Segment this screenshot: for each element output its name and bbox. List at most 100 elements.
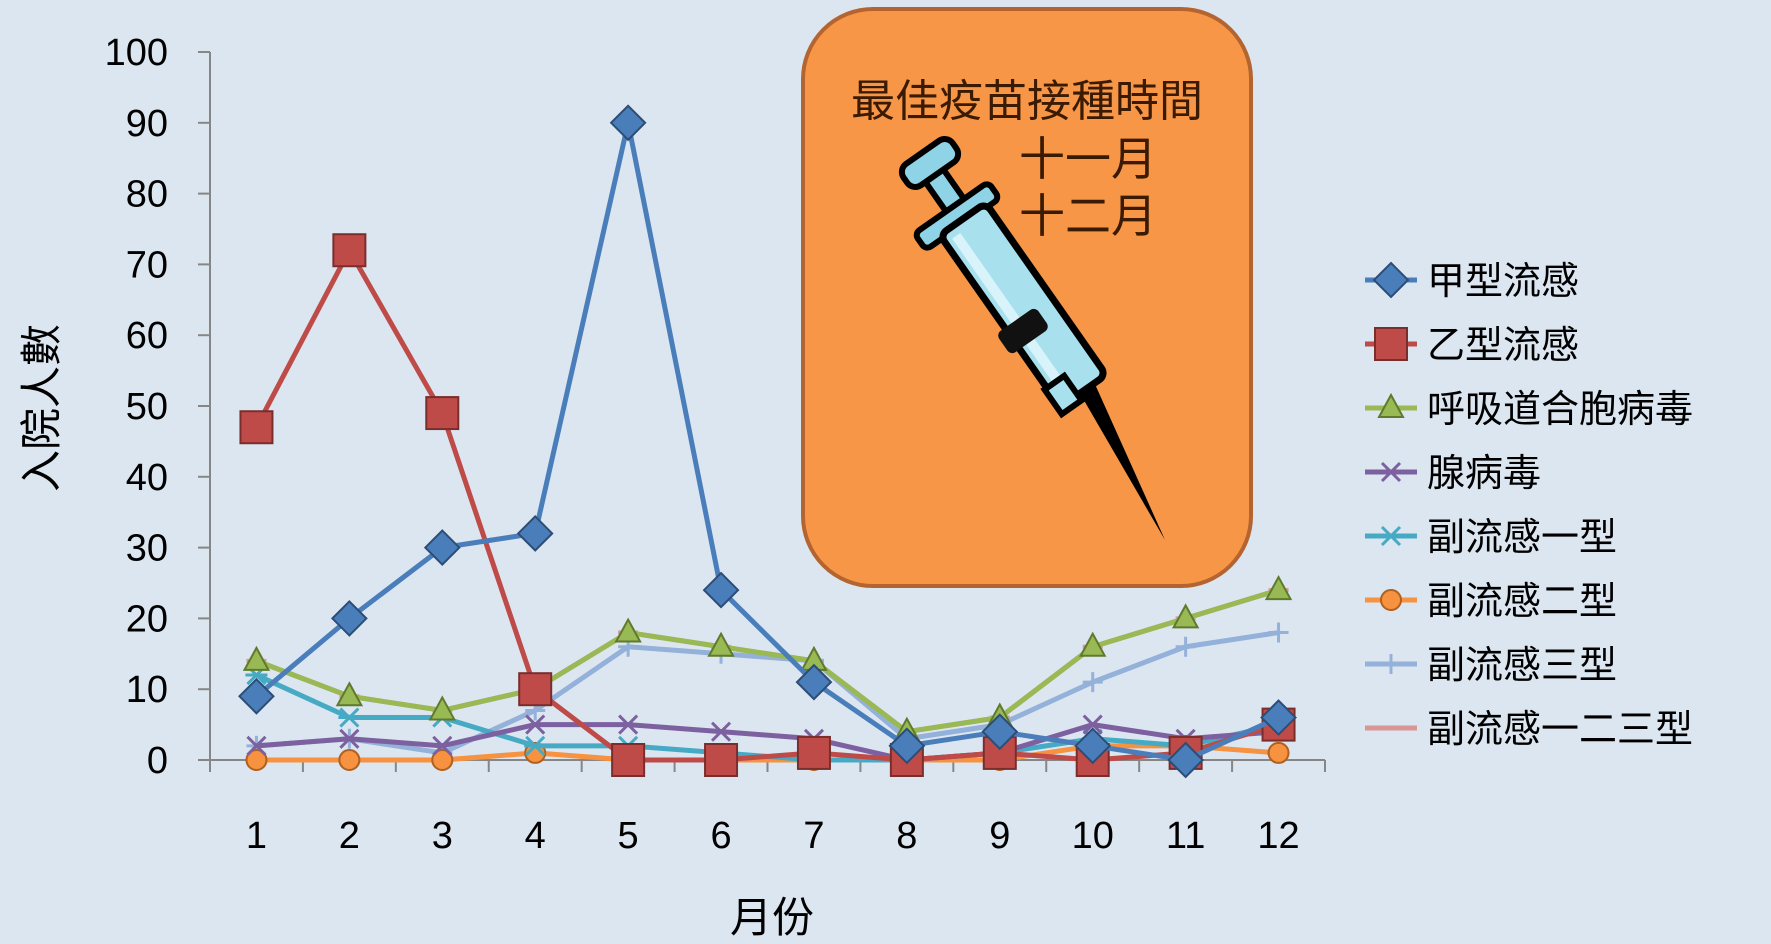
data-point xyxy=(525,714,546,735)
legend-label: 乙型流感 xyxy=(1427,323,1579,367)
legend-item: 副流感三型 xyxy=(1365,643,1617,687)
data-point xyxy=(888,727,926,765)
series-7 xyxy=(246,622,1289,763)
data-point xyxy=(1079,631,1107,657)
legend-item: 副流感一二三型 xyxy=(1365,707,1693,751)
data-point xyxy=(242,645,271,671)
data-point xyxy=(707,631,735,657)
legend-label: 副流感三型 xyxy=(1427,643,1617,687)
series-line xyxy=(256,630,1279,756)
series-line xyxy=(255,587,1280,735)
x-axis-title: 月份 xyxy=(730,893,814,942)
data-point xyxy=(618,714,639,735)
data-point xyxy=(1167,741,1205,779)
series-8 xyxy=(246,587,1289,735)
data-point xyxy=(614,617,642,643)
data-point xyxy=(1171,603,1200,629)
y-tick-label: 100 xyxy=(105,32,168,74)
data-point xyxy=(245,749,268,771)
x-tick-label: 4 xyxy=(525,815,546,857)
y-tick-label: 80 xyxy=(126,174,168,216)
data-point xyxy=(1268,622,1289,643)
data-point xyxy=(423,529,461,567)
data-point xyxy=(246,735,267,756)
legend-marker xyxy=(1372,261,1410,299)
data-point xyxy=(1267,741,1290,764)
series-1 xyxy=(238,104,1297,779)
y-tick-label: 70 xyxy=(126,244,168,286)
legend-marker xyxy=(1377,392,1405,418)
data-point xyxy=(609,104,647,142)
data-point xyxy=(795,663,833,701)
legend-item: 副流感二型 xyxy=(1365,579,1617,623)
data-point xyxy=(1074,727,1112,765)
legend-item: 副流感一型 xyxy=(1365,515,1617,559)
data-point xyxy=(238,677,275,715)
legend-item: 甲型流感 xyxy=(1365,259,1579,303)
data-point xyxy=(338,749,361,771)
data-point xyxy=(335,681,364,707)
y-tick-label: 50 xyxy=(126,386,168,428)
legend-label: 腺病毒 xyxy=(1427,451,1541,495)
legend-label: 副流感一型 xyxy=(1427,515,1617,559)
data-point xyxy=(981,713,1019,751)
data-point xyxy=(428,695,456,721)
data-point xyxy=(432,735,453,756)
vaccination-callout: 最佳疫苗接種時間 十一月 十二月 xyxy=(801,7,1253,588)
data-point xyxy=(611,743,646,777)
x-tick-label: 10 xyxy=(1072,815,1114,857)
legend-marker xyxy=(1380,525,1402,547)
x-tick-label: 12 xyxy=(1257,815,1299,857)
x-tick-label: 5 xyxy=(618,815,639,857)
legend-marker xyxy=(1374,327,1408,361)
series-line xyxy=(255,587,1280,735)
x-tick-label: 6 xyxy=(710,815,731,857)
data-point xyxy=(518,672,553,707)
callout-title: 最佳疫苗接種時間 xyxy=(851,76,1203,127)
legend-label: 副流感二型 xyxy=(1427,579,1617,623)
data-point xyxy=(330,599,368,637)
x-tick-label: 9 xyxy=(989,815,1010,857)
data-point xyxy=(1264,574,1293,601)
data-point xyxy=(524,735,547,756)
legend-label: 呼吸道合胞病毒 xyxy=(1427,387,1693,431)
x-tick-label: 2 xyxy=(339,815,360,857)
legend-item: 腺病毒 xyxy=(1365,451,1541,495)
y-tick-label: 30 xyxy=(126,528,168,570)
data-point xyxy=(339,728,360,749)
data-point xyxy=(710,721,732,742)
y-tick-label: 40 xyxy=(126,457,168,499)
x-tick-label: 8 xyxy=(896,815,917,857)
x-tick-label: 7 xyxy=(803,815,824,857)
x-tick-label: 1 xyxy=(246,815,267,857)
legend-label: 副流感一二三型 xyxy=(1427,707,1693,751)
y-tick-label: 10 xyxy=(126,669,168,711)
x-tick-label: 3 xyxy=(432,815,453,857)
data-point xyxy=(796,735,831,770)
syringe-icon xyxy=(898,136,1165,540)
legend-marker xyxy=(1381,654,1401,674)
data-point xyxy=(1082,672,1103,693)
y-tick-label: 20 xyxy=(126,598,168,640)
callout-month-1: 十一月 xyxy=(1019,132,1157,186)
y-axis-title: 入院人數 xyxy=(17,324,66,492)
data-point xyxy=(332,233,367,268)
series-layer xyxy=(238,104,1297,779)
legend-marker xyxy=(1380,461,1402,483)
data-point xyxy=(425,396,460,431)
data-point xyxy=(516,515,554,552)
data-point xyxy=(239,410,274,445)
legend-item: 乙型流感 xyxy=(1365,323,1579,367)
data-point xyxy=(338,707,361,728)
y-tick-label: 90 xyxy=(126,103,168,145)
y-tick-label: 60 xyxy=(126,315,168,357)
legend-item: 呼吸道合胞病毒 xyxy=(1365,387,1693,431)
data-point xyxy=(1175,636,1196,657)
legend-marker xyxy=(1380,589,1402,611)
y-tick-label: 0 xyxy=(147,740,168,782)
callout-month-2: 十二月 xyxy=(1019,189,1157,243)
data-point xyxy=(702,571,740,609)
